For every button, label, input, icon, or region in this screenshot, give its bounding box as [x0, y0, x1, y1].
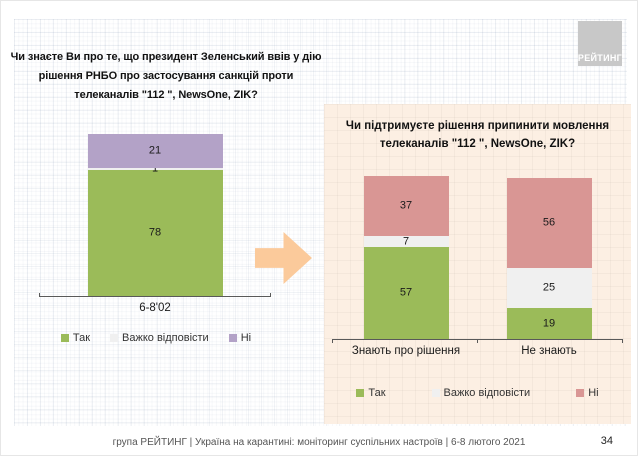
value-label: 21 [148, 144, 162, 157]
axis-tick [477, 339, 478, 343]
legend-item: Ні [228, 332, 252, 344]
value-label: 56 [542, 216, 556, 229]
axis-tick [39, 293, 40, 297]
legend-item: Важко відповісти [110, 332, 209, 344]
right-question-title: Чи підтримуєте рішення припинити мовленн… [324, 117, 631, 153]
category-label: Не знають [521, 345, 577, 357]
value-label: 37 [399, 199, 413, 212]
page-number: 34 [600, 435, 613, 447]
legend-swatch-icon [576, 389, 585, 397]
support-chart-categories: Знають про рішення Не знають [332, 345, 623, 357]
axis-tick [270, 293, 271, 297]
legend-swatch-icon [60, 334, 69, 342]
awareness-chart-legend: Так Важко відповісти Ні [26, 332, 286, 344]
left-question-title: Чи знаєте Ви про те, що президент Зеленс… [1, 48, 331, 105]
legend-swatch-icon [431, 389, 440, 397]
category-label: Знають про рішення [351, 345, 461, 357]
value-label: 1 [151, 162, 159, 175]
value-label: 19 [542, 317, 556, 330]
left-question-line: телеканалів "112 ", NewsOne, ZIK? [74, 89, 258, 101]
left-question-line: Чи знаєте Ви про те, що президент Зеленс… [10, 51, 322, 63]
legend-swatch-icon [228, 334, 237, 342]
legend-item: Так [60, 332, 91, 344]
bar-segment: 7 [363, 235, 449, 248]
bar-segment: 21 [87, 134, 223, 169]
legend-label: Ні [588, 387, 599, 399]
legend-label: Ні [240, 332, 252, 344]
axis-tick [622, 339, 623, 343]
legend-swatch-icon [356, 389, 365, 397]
bar-segment: 19 [506, 308, 592, 339]
bar-segment: 78 [87, 169, 223, 296]
legend-item: Важко відповісти [431, 387, 531, 399]
value-label: 7 [402, 235, 410, 248]
value-label: 57 [399, 286, 413, 299]
legend-swatch-icon [110, 334, 119, 342]
stacked-bar: 57 7 37 [363, 176, 449, 339]
bar-segment: 57 [363, 247, 449, 339]
awareness-chart-categories: 6-8'02 [39, 302, 271, 314]
category-label: 6-8'02 [139, 302, 171, 314]
value-label: 78 [148, 226, 162, 239]
legend-item: Ні [576, 387, 599, 399]
rating-logo: РЕЙТИНГ [578, 21, 622, 66]
stacked-bar: 78 1 21 [87, 134, 223, 296]
awareness-chart-bars: 78 1 21 [39, 132, 271, 296]
bar-segment: 1 [87, 163, 223, 174]
rating-logo-text: РЕЙТИНГ [577, 53, 623, 63]
legend-label: Важко відповісти [122, 332, 209, 344]
slide-footer: група РЕЙТИНГ | Україна на карантині: мо… [112, 437, 526, 448]
legend-label: Важко відповісти [443, 387, 531, 399]
right-question-line: Чи підтримуєте рішення припинити мовленн… [345, 120, 610, 132]
support-chart-legend: Так Важко відповісти Ні [324, 387, 631, 399]
stacked-bar: 19 25 56 [506, 178, 592, 339]
bar-segment: 37 [363, 176, 449, 236]
legend-item: Так [356, 387, 386, 399]
legend-label: Так [72, 332, 91, 344]
support-chart-bars: 57 7 37 19 25 56 [332, 173, 623, 339]
bar-segment: 25 [506, 268, 592, 309]
left-question-line: рішення РНБО про застосування санкцій пр… [38, 70, 294, 82]
support-chart-panel: Чи підтримуєте рішення припинити мовленн… [324, 104, 631, 424]
value-label: 25 [542, 281, 556, 294]
awareness-chart-axis [39, 293, 271, 297]
bar-segment: 56 [506, 178, 592, 269]
axis-tick [332, 339, 333, 343]
right-question-line: телеканалів "112 ", NewsOne, ZIK? [379, 138, 576, 150]
support-chart-axis [332, 339, 623, 343]
legend-label: Так [368, 387, 386, 399]
